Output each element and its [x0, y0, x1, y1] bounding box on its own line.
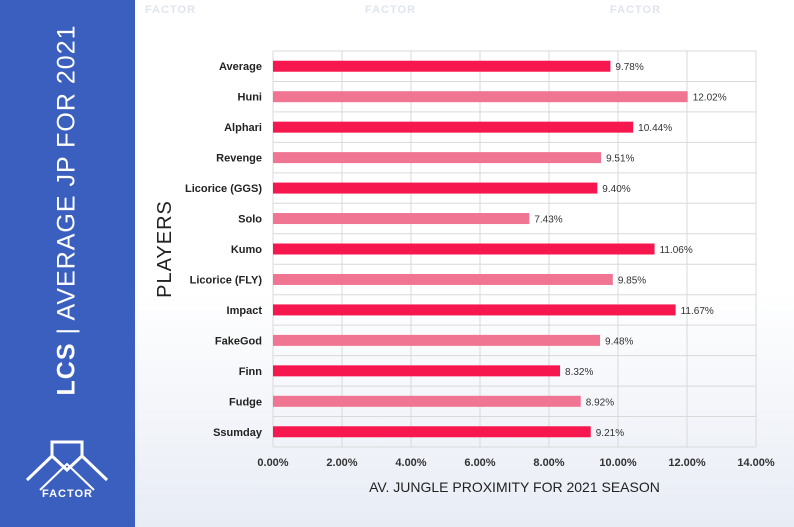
category-label: Alphari [224, 122, 262, 134]
data-label: 12.02% [693, 93, 727, 104]
category-label: Average [219, 61, 262, 73]
category-label: Impact [227, 305, 263, 317]
data-label: 9.48% [605, 336, 633, 347]
data-label: 10.44% [638, 123, 672, 134]
data-label: 11.06% [660, 245, 693, 256]
title-separator: | [52, 327, 81, 335]
x-tick-label: 10.00% [599, 457, 637, 469]
bar [273, 91, 688, 103]
chart-subtitle: AVERAGE JP FOR 2021 [52, 24, 81, 321]
bar [273, 395, 581, 407]
x-axis-label: AV. JUNGLE PROXIMITY FOR 2021 SEASON [369, 479, 660, 495]
bar [273, 334, 601, 346]
bar [273, 273, 613, 285]
category-label: Licorice (GGS) [185, 183, 262, 195]
bar-chart: Average 9.78% Huni 12.02% Alphari 10.44% Reven… [154, 50, 775, 495]
data-label: 9.85% [618, 275, 646, 286]
category-label: Finn [239, 366, 262, 378]
category-label: Solo [238, 214, 262, 226]
watermark-text: FACTOR [365, 4, 417, 16]
bar [273, 121, 634, 133]
bar [273, 213, 530, 225]
watermark-text: FACTOR [145, 4, 197, 16]
data-label: 9.40% [602, 184, 630, 195]
sidebar: LCS | AVERAGE JP FOR 2021 FACTOR [0, 0, 135, 527]
data-label: 8.32% [565, 367, 593, 378]
category-label: Fudge [229, 396, 262, 408]
category-label: Huni [238, 92, 262, 104]
x-tick-label: 0.00% [257, 457, 288, 469]
data-label: 9.78% [615, 62, 643, 73]
watermark-text: FACTOR [610, 4, 662, 16]
x-tick-label: 4.00% [395, 457, 426, 469]
bar [273, 365, 561, 377]
logo-text: FACTOR [41, 488, 94, 500]
sidebar-title: LCS | AVERAGE JP FOR 2021 [53, 25, 82, 396]
x-tick-label: 2.00% [326, 457, 357, 469]
chart-area: FACTOR FACTOR FACTOR Average 9.78% Huni 12.… [135, 0, 794, 527]
category-label: Revenge [216, 153, 262, 165]
category-label: Ssumday [213, 427, 263, 439]
data-label: 9.51% [606, 154, 634, 165]
factor-logo-icon [25, 440, 109, 491]
bar [273, 152, 602, 164]
x-tick-label: 14.00% [737, 457, 775, 469]
brand-label: LCS [52, 342, 81, 396]
data-label: 8.92% [586, 397, 614, 408]
bar [273, 182, 598, 194]
category-label: Licorice (FLY) [190, 274, 263, 286]
y-axis-label: PLAYERS [154, 200, 176, 298]
x-tick-label: 12.00% [668, 457, 706, 469]
data-label: 11.67% [681, 306, 714, 317]
x-tick-label: 6.00% [464, 457, 495, 469]
data-label: 7.43% [534, 215, 562, 226]
x-tick-label: 8.00% [533, 457, 564, 469]
data-label: 9.21% [596, 428, 624, 439]
category-label: FakeGod [215, 335, 262, 347]
bar [273, 243, 655, 255]
bar [273, 304, 676, 316]
bar [273, 60, 611, 72]
category-label: Kumo [231, 244, 262, 256]
bar [273, 426, 591, 438]
